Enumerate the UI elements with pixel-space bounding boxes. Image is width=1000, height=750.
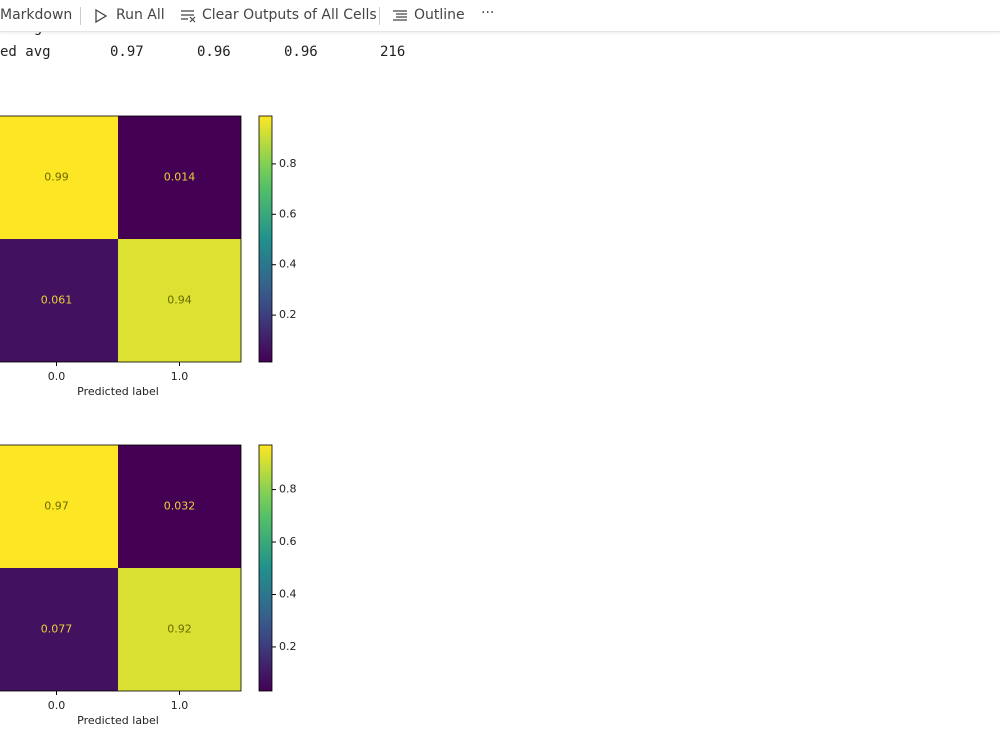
matrix-cell (0, 116, 118, 239)
outline-icon (393, 10, 407, 21)
run-icon (95, 8, 108, 24)
colorbar-tick-label: 0.2 (279, 640, 297, 653)
colorbar-tick-label: 0.8 (279, 483, 297, 496)
cell-value: 0.99 (44, 171, 69, 184)
separator (80, 7, 81, 25)
matrix-cell (118, 116, 241, 239)
x-axis-label: Predicted label (77, 714, 159, 727)
colorbar-tick-label: 0.4 (279, 258, 297, 271)
matrix-cell (118, 445, 241, 568)
matrix-cell (118, 239, 241, 362)
x-tick-label: 1.0 (171, 370, 189, 383)
cell-value: 0.014 (164, 171, 196, 184)
matrix-cell (118, 568, 241, 691)
colorbar-tick-label: 0.4 (279, 587, 297, 600)
x-axis-label: Predicted label (77, 385, 159, 398)
markdown-button[interactable]: Markdown (0, 7, 73, 23)
matrix-cell (0, 568, 118, 691)
clear-icon (181, 10, 196, 23)
run-all-button[interactable]: Run All (116, 7, 165, 23)
cell-value: 0.94 (167, 294, 192, 307)
more-button[interactable]: ··· (481, 5, 495, 21)
cell-value: 0.077 (41, 623, 73, 636)
x-tick-label: 0.0 (48, 370, 66, 383)
report-cell: ed avg (0, 44, 51, 60)
colorbar-tick-label: 0.2 (279, 308, 297, 321)
matrix-cell (0, 445, 118, 568)
colorbar-tick-label: 0.6 (279, 535, 297, 548)
colorbar (258, 444, 273, 692)
report-cell: 0.97 (110, 44, 144, 60)
cell-value: 0.92 (167, 623, 192, 636)
report-cell: 0.96 (197, 44, 231, 60)
cell-value: 0.061 (41, 294, 73, 307)
report-cell: 0.96 (284, 44, 318, 60)
matrix-frame (0, 444, 242, 692)
clear-outputs-button[interactable]: Clear Outputs of All Cells (202, 7, 377, 23)
separator (379, 7, 380, 25)
matrix-cell (0, 239, 118, 362)
outline-button[interactable]: Outline (414, 7, 465, 23)
matrix-frame (0, 115, 242, 363)
toolbar: Markdown Run All Clear Outputs of All Ce… (0, 0, 1000, 32)
cell-value: 0.032 (164, 500, 196, 513)
colorbar (258, 115, 273, 363)
x-tick-label: 0.0 (48, 699, 66, 712)
report-cell: 216 (380, 44, 406, 60)
colorbar-tick-label: 0.8 (279, 157, 297, 170)
colorbar-tick-label: 0.6 (279, 207, 297, 220)
cell-value: 0.97 (44, 500, 69, 513)
x-tick-label: 1.0 (171, 699, 189, 712)
